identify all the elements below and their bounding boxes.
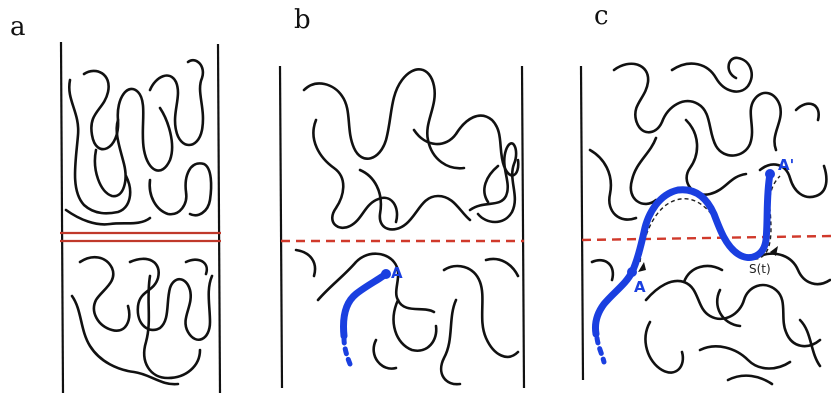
panel-c-segment-label: S(t) xyxy=(749,262,771,276)
panel-c-arrowhead xyxy=(638,262,646,272)
panel-a-lower-chains xyxy=(70,255,214,386)
panel-b-label: b xyxy=(294,5,311,35)
panel-c-point-a xyxy=(627,267,637,277)
panel-c-arrowhead-end xyxy=(770,246,778,256)
panel-a xyxy=(59,41,222,394)
panel-b-chains xyxy=(294,68,520,386)
panel-c-interface-dashed xyxy=(581,234,831,242)
panel-c-point-a-prime xyxy=(765,169,775,179)
panel-b-point-a xyxy=(381,269,391,279)
panel-c: A A' S(t) xyxy=(579,56,831,386)
panel-b-point-a-label: A xyxy=(391,264,403,282)
panel-c-left-wall xyxy=(579,65,585,381)
panel-a-upper-chains xyxy=(64,58,213,226)
panel-a-left-wall xyxy=(59,41,65,394)
panel-b-tracer-tail xyxy=(341,335,353,367)
panel-c-chains xyxy=(588,56,831,386)
panel-c-point-a-label: A xyxy=(634,278,646,296)
panel-b-right-wall xyxy=(520,65,526,389)
panel-c-label: c xyxy=(594,1,609,31)
panel-c-point-a-prime-label: A' xyxy=(778,156,794,174)
panel-b: A xyxy=(278,65,526,389)
panel-c-tracer-chain xyxy=(592,170,774,338)
panel-b-tracer-chain xyxy=(340,270,390,340)
panel-a-right-wall xyxy=(216,43,222,394)
panel-a-label: a xyxy=(10,12,26,42)
panel-c-tracer-tail xyxy=(594,335,607,365)
panel-b-left-wall xyxy=(278,65,284,389)
